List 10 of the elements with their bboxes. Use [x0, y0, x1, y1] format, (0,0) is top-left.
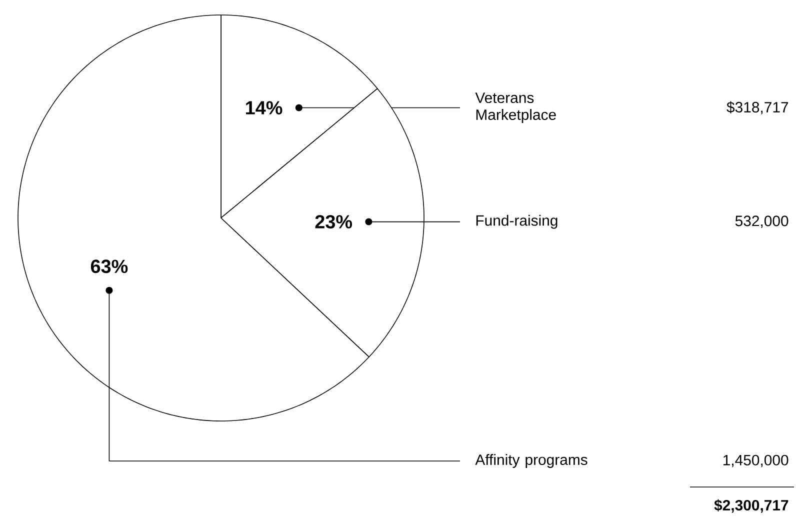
text: 1,450,000	[723, 454, 788, 468]
text: $318,717	[726, 101, 788, 114]
slice-label: Fund-raising	[476, 214, 558, 229]
slice-label: Affinity programs	[475, 454, 588, 468]
text: 532,000	[735, 216, 788, 228]
data-label: 63%	[90, 260, 128, 274]
slice-label: Veterans Marketplace	[475, 92, 556, 124]
data-label: 23%	[315, 215, 352, 229]
text: $2,300,717	[714, 499, 788, 513]
data-label: 14%	[246, 101, 282, 115]
